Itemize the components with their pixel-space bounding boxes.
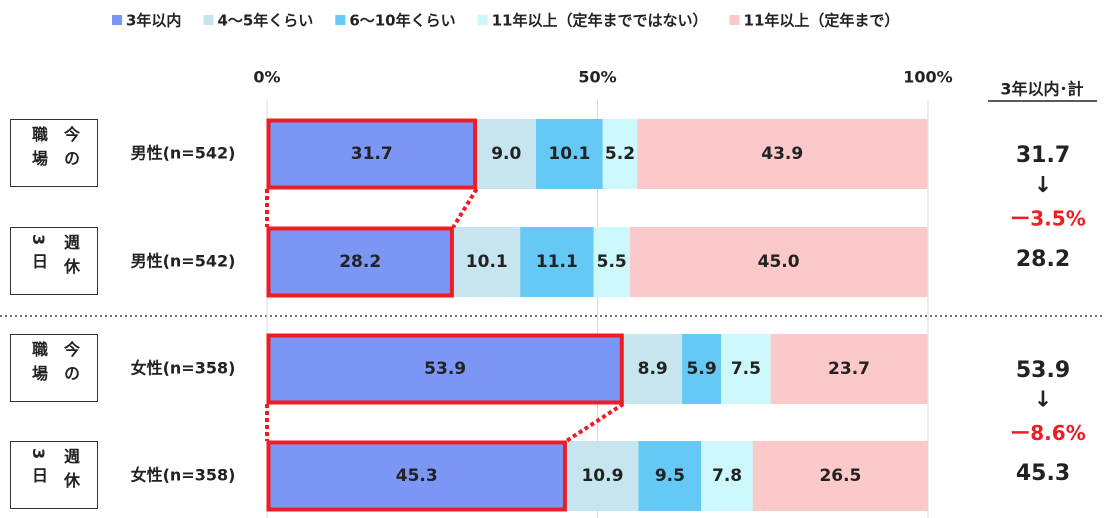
bar-segment [623, 334, 683, 404]
value-label: 31.7 [351, 144, 393, 164]
value-label: 28.2 [339, 252, 381, 272]
value-label: 10.9 [581, 466, 623, 486]
value-label: 43.9 [761, 144, 803, 164]
value-label: 5.5 [597, 252, 627, 272]
value-label: 26.5 [819, 466, 861, 486]
legend-swatch [112, 15, 122, 25]
bar-segment [770, 334, 928, 404]
connector [565, 402, 625, 443]
bar-segment [566, 441, 639, 511]
legend-label: 11年以上（定年までではない） [492, 12, 708, 30]
bar-segment [267, 119, 477, 189]
bar-segment [701, 441, 753, 511]
bar-segment [453, 227, 521, 297]
summary-title: 3年以内･計 [1000, 80, 1083, 99]
legend-label: 4〜5年くらい [217, 12, 313, 30]
highlight-outline [266, 226, 454, 298]
x-tick-label: 0% [253, 68, 280, 87]
bar-segment [638, 441, 702, 511]
value-label: 9.0 [491, 144, 521, 164]
category-label: 男性(n=542) [131, 144, 236, 163]
legend-label: 11年以上（定年まで） [744, 12, 900, 30]
group-label: 今の職場 [10, 334, 98, 402]
bar-segment [520, 227, 594, 297]
value-label: 7.8 [712, 466, 742, 486]
bar-segment [267, 334, 624, 404]
bar-segment [267, 441, 567, 511]
bar-segment [637, 119, 928, 189]
highlight-outline [266, 333, 624, 405]
summary-value: 45.3 [1016, 461, 1070, 486]
x-tick-label: 100% [903, 68, 952, 87]
legend-label: 6〜10年くらい [349, 12, 455, 30]
summary-value: 31.7 [1016, 143, 1070, 168]
legend-swatch [203, 15, 214, 25]
arrow: ↓ [1034, 388, 1052, 413]
value-label: 23.7 [828, 359, 870, 379]
bar-segment [267, 227, 454, 297]
bar-segment [682, 334, 722, 404]
value-label: 9.5 [655, 466, 685, 486]
x-tick-label: 50% [578, 68, 616, 87]
value-label: 10.1 [548, 144, 590, 164]
value-label: 53.9 [424, 359, 466, 379]
summary-value: 53.9 [1016, 358, 1070, 383]
bar-segment [476, 119, 537, 189]
change-label: ー3.5% [1010, 207, 1085, 231]
bar-segment [536, 119, 603, 189]
bar-segment [602, 119, 638, 189]
value-label: 8.9 [638, 359, 668, 379]
value-label: 7.5 [731, 359, 761, 379]
category-label: 男性(n=542) [131, 252, 236, 271]
summary-value: 28.2 [1016, 247, 1070, 272]
category-label: 女性(n=358) [131, 466, 236, 485]
legend-label: 3年以内 [126, 12, 181, 30]
legend-swatch [729, 15, 740, 25]
legend-swatch [335, 15, 346, 25]
value-label: 5.9 [687, 359, 717, 379]
group-label: 週休3日 [10, 441, 98, 509]
arrow: ↓ [1034, 173, 1052, 198]
group-label: 週休3日 [10, 227, 98, 295]
value-label: 45.3 [396, 466, 438, 486]
category-label: 女性(n=358) [131, 359, 236, 378]
connector [451, 187, 479, 229]
bar-segment [721, 334, 771, 404]
value-label: 45.0 [758, 252, 800, 272]
value-label: 11.1 [536, 252, 578, 272]
highlight-outline [266, 118, 478, 190]
change-label: ー8.6% [1010, 421, 1085, 445]
bar-segment [593, 227, 630, 297]
bar-segment [752, 441, 928, 511]
legend-swatch [477, 15, 488, 25]
group-label: 今の職場 [10, 119, 98, 187]
highlight-outline [266, 440, 567, 512]
value-label: 10.1 [466, 252, 508, 272]
bar-segment [629, 227, 928, 297]
value-label: 5.2 [605, 144, 635, 164]
